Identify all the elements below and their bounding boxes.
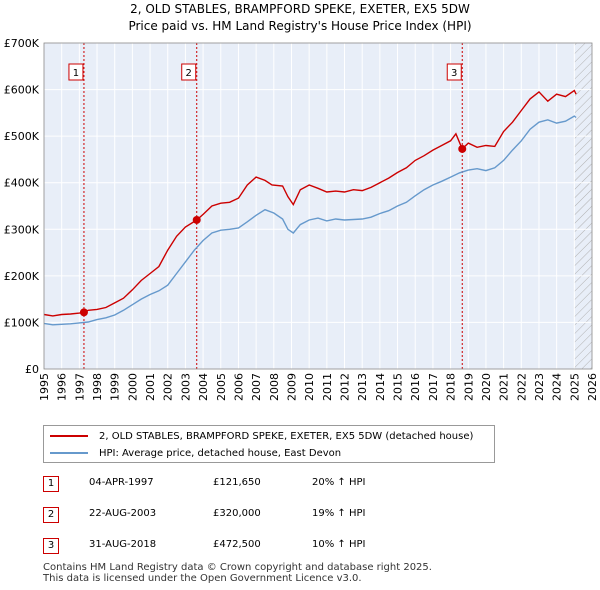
footer-licence: This data is licensed under the Open Gov… [43, 573, 362, 584]
sale-price: £472,500 [213, 539, 261, 550]
hpi-line [43, 115, 577, 326]
sale-price: £121,650 [213, 477, 261, 488]
sale-marker-label: 3 [451, 68, 457, 79]
x-tick-label: 2022 [515, 373, 528, 401]
x-tick-label: 2025 [568, 373, 581, 401]
x-tick-label: 2024 [551, 373, 564, 401]
sale-hpi-diff: 20% ↑ HPI [312, 477, 366, 488]
y-tick-label: £200K [4, 270, 40, 283]
x-tick-label: 2026 [586, 373, 599, 401]
sale-hpi-diff: 19% ↑ HPI [312, 508, 366, 519]
x-tick-label: 2020 [480, 373, 493, 401]
x-tick-label: 2003 [179, 373, 192, 401]
x-tick-label: 2011 [321, 373, 334, 401]
legend: 2, OLD STABLES, BRAMPFORD SPEKE, EXETER,… [43, 425, 495, 463]
x-tick-label: 2006 [232, 373, 245, 401]
sale-marker-label: 1 [73, 68, 79, 79]
y-tick-label: £600K [4, 84, 40, 97]
x-tick-label: 2009 [285, 373, 298, 401]
price-chart: 1 2 3 £0 £100K £200K £300K £400K £500K £600K £700K… [4, 37, 599, 401]
x-tick-label: 2016 [409, 373, 422, 401]
x-tick-label: 1995 [38, 373, 51, 401]
y-tick-label: £0 [25, 363, 39, 376]
sale-price: £320,000 [213, 508, 261, 519]
x-tick-label: 2013 [356, 373, 369, 401]
chart-title: 2, OLD STABLES, BRAMPFORD SPEKE, EXETER,… [130, 2, 470, 16]
sale-date: 31-AUG-2018 [89, 539, 157, 550]
x-tick-label: 2023 [533, 373, 546, 401]
legend-swatch-hpi [50, 452, 88, 454]
x-tick-label: 1998 [91, 373, 104, 401]
x-tick-label: 2000 [126, 373, 139, 401]
y-tick-label: £500K [4, 130, 40, 143]
y-tick-label: £100K [4, 316, 40, 329]
plot-background [44, 43, 592, 369]
sale-number-badge: 3 [43, 538, 59, 554]
footer-copyright: Contains HM Land Registry data © Crown c… [43, 562, 432, 573]
x-tick-label: 1999 [109, 373, 122, 401]
sale-hpi-diff: 10% ↑ HPI [312, 539, 366, 550]
sale-number-badge: 1 [43, 476, 59, 492]
legend-swatch-price [50, 435, 88, 437]
sale-point [458, 144, 467, 153]
x-tick-label: 2008 [268, 373, 281, 401]
footer: Contains HM Land Registry data © Crown c… [43, 562, 432, 584]
forecast-hatch [574, 43, 592, 369]
sale-point [79, 308, 88, 317]
x-tick-label: 2018 [445, 373, 458, 401]
sale-marker-box [446, 63, 462, 81]
y-tick-label: £400K [4, 177, 40, 190]
sale-point [192, 215, 201, 224]
legend-label-hpi: HPI: Average price, detached house, East… [99, 447, 342, 459]
x-tick-label: 2004 [197, 373, 210, 401]
price-line [43, 89, 577, 317]
y-tick-label: £700K [4, 37, 40, 50]
x-tick-label: 2021 [498, 373, 511, 401]
sale-date: 22-AUG-2003 [89, 508, 157, 519]
x-tick-label: 2019 [462, 373, 475, 401]
y-tick-label: £300K [4, 223, 40, 236]
sale-marker-label: 2 [186, 68, 192, 79]
x-tick-label: 2007 [250, 373, 263, 401]
sale-marker-box [181, 63, 197, 81]
x-tick-label: 2012 [339, 373, 352, 401]
x-tick-label: 2010 [303, 373, 316, 401]
x-tick-label: 2005 [215, 373, 228, 401]
legend-item-hpi: HPI: Average price, detached house, East… [50, 445, 341, 461]
x-tick-label: 2014 [374, 373, 387, 401]
sale-date: 04-APR-1997 [89, 477, 154, 488]
legend-label-price: 2, OLD STABLES, BRAMPFORD SPEKE, EXETER,… [99, 430, 474, 442]
x-tick-label: 2002 [162, 373, 175, 401]
sale-number-badge: 2 [43, 507, 59, 523]
sale-marker-box [68, 63, 84, 81]
chart-subtitle: Price paid vs. HM Land Registry's House … [128, 19, 472, 33]
x-tick-label: 2001 [144, 373, 157, 401]
x-tick-label: 1997 [73, 373, 86, 401]
x-tick-label: 2017 [427, 373, 440, 401]
legend-item-price: 2, OLD STABLES, BRAMPFORD SPEKE, EXETER,… [50, 428, 473, 444]
x-tick-label: 2015 [392, 373, 405, 401]
x-tick-label: 1996 [56, 373, 69, 401]
plot-border [43, 42, 593, 370]
